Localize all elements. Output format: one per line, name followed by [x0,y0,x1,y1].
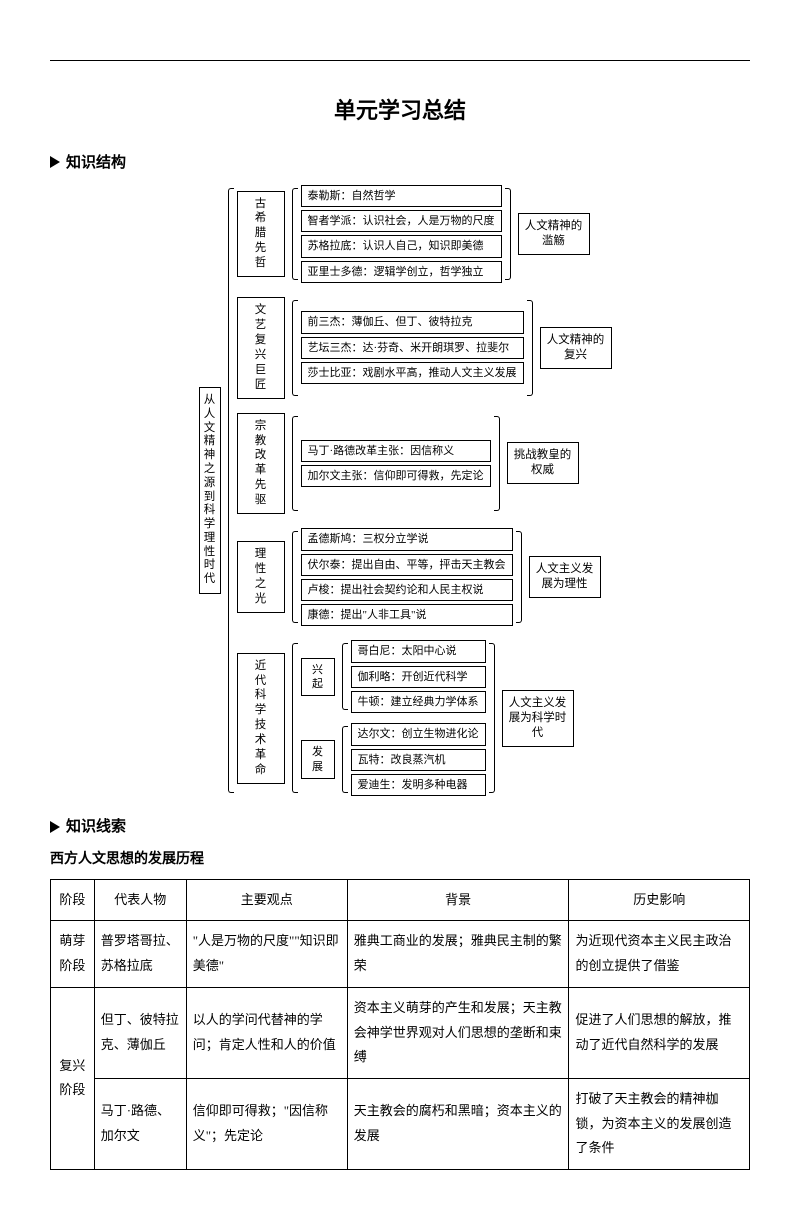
section-thread-head: 知识线索 [50,816,750,837]
table-header: 主要观点 [186,879,347,921]
page-title: 单元学习总结 [50,96,750,127]
branch-label: 理性之光 [237,541,285,613]
branch-result: 人文精神的复兴 [540,327,612,369]
tree-branch: 宗教改革先驱马丁·路德改革主张：因信称义加尔文主张：信仰即可得救，先定论挑战教皇… [237,413,612,515]
table-cell: 天主教会的腐朽和黑暗；资本主义的发展 [347,1078,569,1169]
tree-leaf: 爱迪生：发明多种电器 [351,774,486,796]
tree-leaf: 康德：提出"人非工具"说 [301,604,513,626]
knowledge-tree: 从人文精神之源到科学理性时代 古希腊先哲泰勒斯：自然哲学智者学派：认识社会，人是… [50,185,750,796]
table-cell: 信仰即可得救；"因信称义"；先定论 [186,1078,347,1169]
tree-leaf: 前三杰：薄伽丘、但丁、彼特拉克 [301,311,524,333]
tree-leaf: 牛顿：建立经典力学体系 [351,691,486,713]
table-header-row: 阶段代表人物主要观点背景历史影响 [51,879,750,921]
history-table: 阶段代表人物主要观点背景历史影响 萌芽阶段普罗塔哥拉、苏格拉底"人是万物的尺度"… [50,879,750,1170]
branch-label: 古希腊先哲 [237,191,285,278]
branch-result: 人文主义发展为科学时代 [502,690,574,747]
branch-label: 宗教改革先驱 [237,413,285,515]
table-row: 复兴阶段但丁、彼特拉克、薄伽丘以人的学问代替神的学问；肯定人性和人的价值资本主义… [51,987,750,1078]
table-cell: 但丁、彼特拉克、薄伽丘 [94,987,186,1078]
table-row: 马丁·路德、加尔文信仰即可得救；"因信称义"；先定论天主教会的腐朽和黑暗；资本主… [51,1078,750,1169]
thread-subtitle: 西方人文思想的发展历程 [50,849,750,869]
table-cell: 以人的学问代替神的学问；肯定人性和人的价值 [186,987,347,1078]
tree-branches: 古希腊先哲泰勒斯：自然哲学智者学派：认识社会，人是万物的尺度苏格拉底：认识人自己… [237,185,612,796]
table-cell: 普罗塔哥拉、苏格拉底 [94,921,186,987]
section-structure-head: 知识结构 [50,152,750,173]
branch-result: 挑战教皇的权威 [507,442,579,484]
tree-branch: 古希腊先哲泰勒斯：自然哲学智者学派：认识社会，人是万物的尺度苏格拉底：认识人自己… [237,185,612,283]
triangle-icon [50,821,60,833]
brace-icon [224,185,234,796]
branch-result: 人文主义发展为理性 [529,556,601,598]
tree-branch: 理性之光孟德斯鸠：三权分立学说伏尔泰：提出自由、平等，抨击天主教会卢梭：提出社会… [237,528,612,626]
branch-label: 近代科学技术革命 [237,653,285,785]
tree-leaf: 莎士比亚：戏剧水平高，推动人文主义发展 [301,362,524,384]
table-header: 代表人物 [94,879,186,921]
tree-leaf: 泰勒斯：自然哲学 [301,185,502,207]
tree-leaf: 达尔文：创立生物进化论 [351,723,486,745]
tree-leaf: 瓦特：改良蒸汽机 [351,749,486,771]
triangle-icon [50,156,60,168]
stage-cell: 复兴阶段 [51,987,95,1169]
tree-branch: 文艺复兴巨匠前三杰：薄伽丘、但丁、彼特拉克艺坛三杰：达·芬奇、米开朗琪罗、拉斐尔… [237,297,612,399]
table-row: 萌芽阶段普罗塔哥拉、苏格拉底"人是万物的尺度""知识即美德"雅典工商业的发展；雅… [51,921,750,987]
sub-label: 兴起 [301,658,335,697]
top-divider [50,60,750,61]
table-cell: 打破了天主教会的精神枷锁，为资本主义的发展创造了条件 [569,1078,750,1169]
tree-leaf: 伏尔泰：提出自由、平等，抨击天主教会 [301,554,513,576]
section-structure-label: 知识结构 [66,152,126,173]
branch-label: 文艺复兴巨匠 [237,297,285,399]
tree-leaf: 智者学派：认识社会，人是万物的尺度 [301,210,502,232]
tree-leaf: 哥白尼：太阳中心说 [351,640,486,662]
table-cell: 促进了人们思想的解放，推动了近代自然科学的发展 [569,987,750,1078]
tree-leaf: 加尔文主张：信仰即可得救，先定论 [301,465,491,487]
tree-leaf: 孟德斯鸠：三权分立学说 [301,528,513,550]
table-body: 萌芽阶段普罗塔哥拉、苏格拉底"人是万物的尺度""知识即美德"雅典工商业的发展；雅… [51,921,750,1170]
tree-root: 从人文精神之源到科学理性时代 [199,387,221,594]
stage-cell: 萌芽阶段 [51,921,95,987]
tree-leaf: 艺坛三杰：达·芬奇、米开朗琪罗、拉斐尔 [301,337,524,359]
tree-branch: 近代科学技术革命兴起哥白尼：太阳中心说伽利略：开创近代科学牛顿：建立经典力学体系… [237,640,612,796]
section-thread-label: 知识线索 [66,816,126,837]
tree-leaf: 伽利略：开创近代科学 [351,666,486,688]
branch-result: 人文精神的滥觞 [518,213,590,255]
tree-leaf: 马丁·路德改革主张：因信称义 [301,440,491,462]
table-cell: 资本主义萌芽的产生和发展；天主教会神学世界观对人们思想的垄断和束缚 [347,987,569,1078]
table-cell: 马丁·路德、加尔文 [94,1078,186,1169]
table-header: 背景 [347,879,569,921]
table-header: 阶段 [51,879,95,921]
sub-label: 发展 [301,740,335,779]
tree-leaf: 苏格拉底：认识人自己，知识即美德 [301,235,502,257]
tree-leaf: 卢梭：提出社会契约论和人民主权说 [301,579,513,601]
tree-root-group: 从人文精神之源到科学理性时代 古希腊先哲泰勒斯：自然哲学智者学派：认识社会，人是… [199,185,612,796]
table-cell: 为近现代资本主义民主政治的创立提供了借鉴 [569,921,750,987]
table-cell: 雅典工商业的发展；雅典民主制的繁荣 [347,921,569,987]
table-header: 历史影响 [569,879,750,921]
tree-leaf: 亚里士多德：逻辑学创立，哲学独立 [301,261,502,283]
table-cell: "人是万物的尺度""知识即美德" [186,921,347,987]
